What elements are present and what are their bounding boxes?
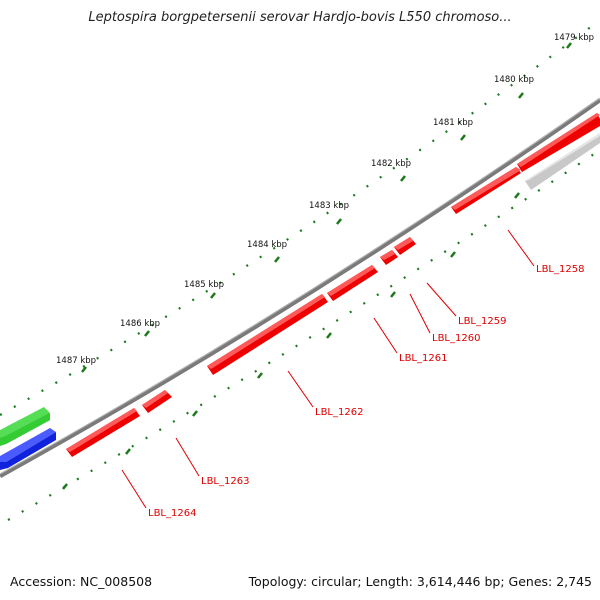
tick-label: 1483 kbp	[309, 201, 349, 211]
label-leaders	[121, 229, 535, 509]
outer-major-ticks	[81, 42, 572, 373]
tick-label: 1486 kbp	[120, 319, 160, 329]
tick-label: 1484 kbp	[247, 240, 287, 250]
gene-label[interactable]: LBL_1259	[458, 316, 506, 327]
gene-label[interactable]: LBL_1264	[148, 508, 196, 519]
accession-text: Accession: NC_008508	[10, 574, 153, 589]
gene-lbl-1261[interactable]	[327, 265, 378, 301]
gene-gray[interactable]	[525, 133, 600, 190]
gene-label[interactable]: LBL_1260	[432, 333, 480, 344]
map-title: Leptospira borgpetersenii serovar Hardjo…	[88, 10, 512, 25]
gene-lbl-1263[interactable]	[142, 390, 172, 413]
gene-label[interactable]: LBL_1262	[315, 407, 363, 418]
gene-lbl-1259[interactable]	[394, 237, 416, 255]
gene-label[interactable]: LBL_1258	[536, 264, 584, 275]
tick-label: 1485 kbp	[184, 280, 224, 290]
tick-label: 1482 kbp	[371, 159, 411, 169]
tick-label: 1481 kbp	[433, 118, 473, 128]
gene-lbl-1260[interactable]	[380, 250, 398, 265]
inner-major-ticks	[62, 192, 520, 490]
gene-label[interactable]: LBL_1261	[399, 353, 447, 364]
tick-label: 1479 kbp	[554, 33, 594, 43]
gene-lbl-1258[interactable]	[451, 167, 521, 214]
tick-label: 1480 kbp	[494, 75, 534, 85]
gene-lbl-1264[interactable]	[66, 408, 140, 457]
gene-label[interactable]: LBL_1263	[201, 476, 249, 487]
genome-backbone	[0, 98, 600, 478]
gene-lbl-1262[interactable]	[207, 294, 328, 375]
gene-lbl-1258-upper[interactable]	[517, 113, 600, 172]
green-feature[interactable]	[0, 407, 50, 446]
inner-tick-ring	[7, 149, 600, 521]
genome-summary-text: Topology: circular; Length: 3,614,446 bp…	[248, 574, 592, 589]
blue-feature[interactable]	[0, 428, 56, 470]
tick-label: 1487 kbp	[56, 356, 96, 366]
